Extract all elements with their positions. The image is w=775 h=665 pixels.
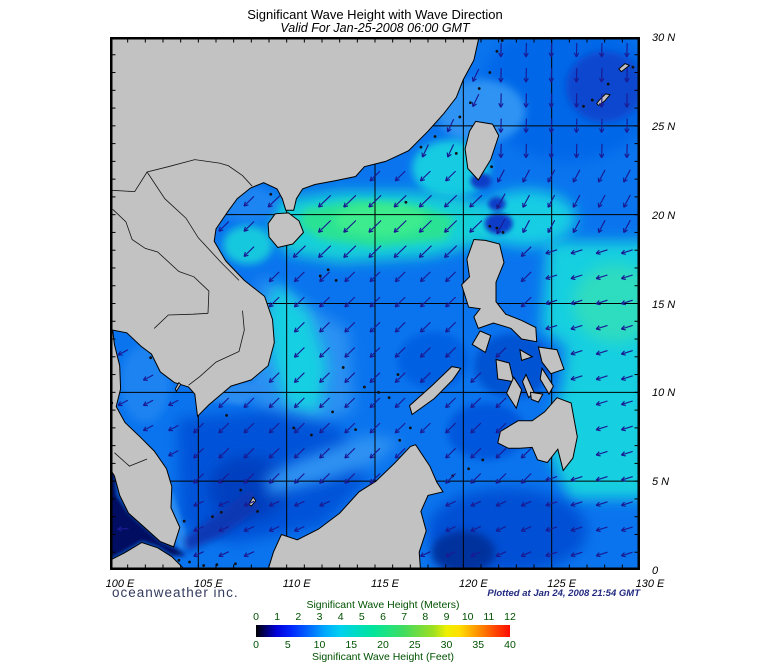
lon-label: 115 E: [371, 578, 399, 590]
branding-logo: oceanweather inc.: [112, 585, 239, 600]
meters-tick-label: 7: [401, 611, 408, 623]
wave-map-svg: [110, 37, 640, 570]
feet-tick-label: 5: [284, 639, 291, 651]
legend-title-meters: Significant Wave Height (Meters): [306, 599, 460, 611]
feet-tick-label: 20: [377, 639, 389, 651]
plot-subtitle: Valid For Jan-25-2008 06:00 GMT: [280, 21, 470, 35]
meters-tick-label: 2: [295, 611, 302, 623]
lon-label: 100 E: [105, 578, 135, 590]
meters-tick-label: 12: [504, 611, 516, 623]
lat-label: 5 N: [652, 476, 670, 489]
feet-tick-label: 10: [313, 639, 326, 651]
meters-tick-label: 0: [253, 611, 259, 623]
meters-tick-label: 5: [358, 611, 365, 623]
plotted-at-note: Plotted at Jan 24, 2008 21:54 GMT: [487, 588, 640, 599]
meters-tick-label: 11: [483, 611, 495, 623]
feet-tick-label: 40: [504, 639, 516, 651]
feet-tick-label: 15: [345, 639, 358, 651]
lat-label: 10 N: [652, 387, 676, 400]
meters-tick-label: 1: [274, 611, 281, 623]
meters-tick-label: 10: [461, 611, 474, 623]
meters-tick-label: 6: [380, 611, 386, 623]
meters-tick-label: 8: [422, 611, 429, 623]
meters-tick-label: 4: [337, 611, 344, 623]
lon-label: 110 E: [282, 578, 311, 590]
feet-tick-label: 0: [253, 639, 259, 651]
meters-tick-label: 3: [316, 611, 323, 623]
legend-colorbar: [256, 625, 510, 637]
lon-label: 120 E: [458, 578, 488, 590]
feet-tick-label: 25: [408, 639, 421, 651]
feet-tick-label: 35: [472, 639, 485, 651]
plot-title: Significant Wave Height with Wave Direct…: [247, 7, 503, 22]
legend: Significant Wave Height (Meters) Signifi…: [183, 599, 583, 665]
lat-label: 15 N: [652, 298, 676, 311]
feet-tick-label: 30: [440, 639, 453, 651]
legend-title-feet: Significant Wave Height (Feet): [311, 651, 454, 663]
lat-label: 20 N: [652, 209, 676, 222]
lon-label: 125 E: [547, 578, 577, 590]
meters-tick-label: 9: [443, 611, 450, 623]
lon-label: 105 E: [193, 578, 223, 590]
lat-label: 30 N: [652, 32, 676, 44]
lat-label: 25 N: [652, 120, 676, 133]
lat-label: 0: [652, 565, 659, 577]
lon-label: 130 E: [635, 578, 665, 590]
wave-map: 100 E 105 E 110 E 115 E 120 E 125 E 130 E 30 N 2…: [106, 32, 676, 590]
